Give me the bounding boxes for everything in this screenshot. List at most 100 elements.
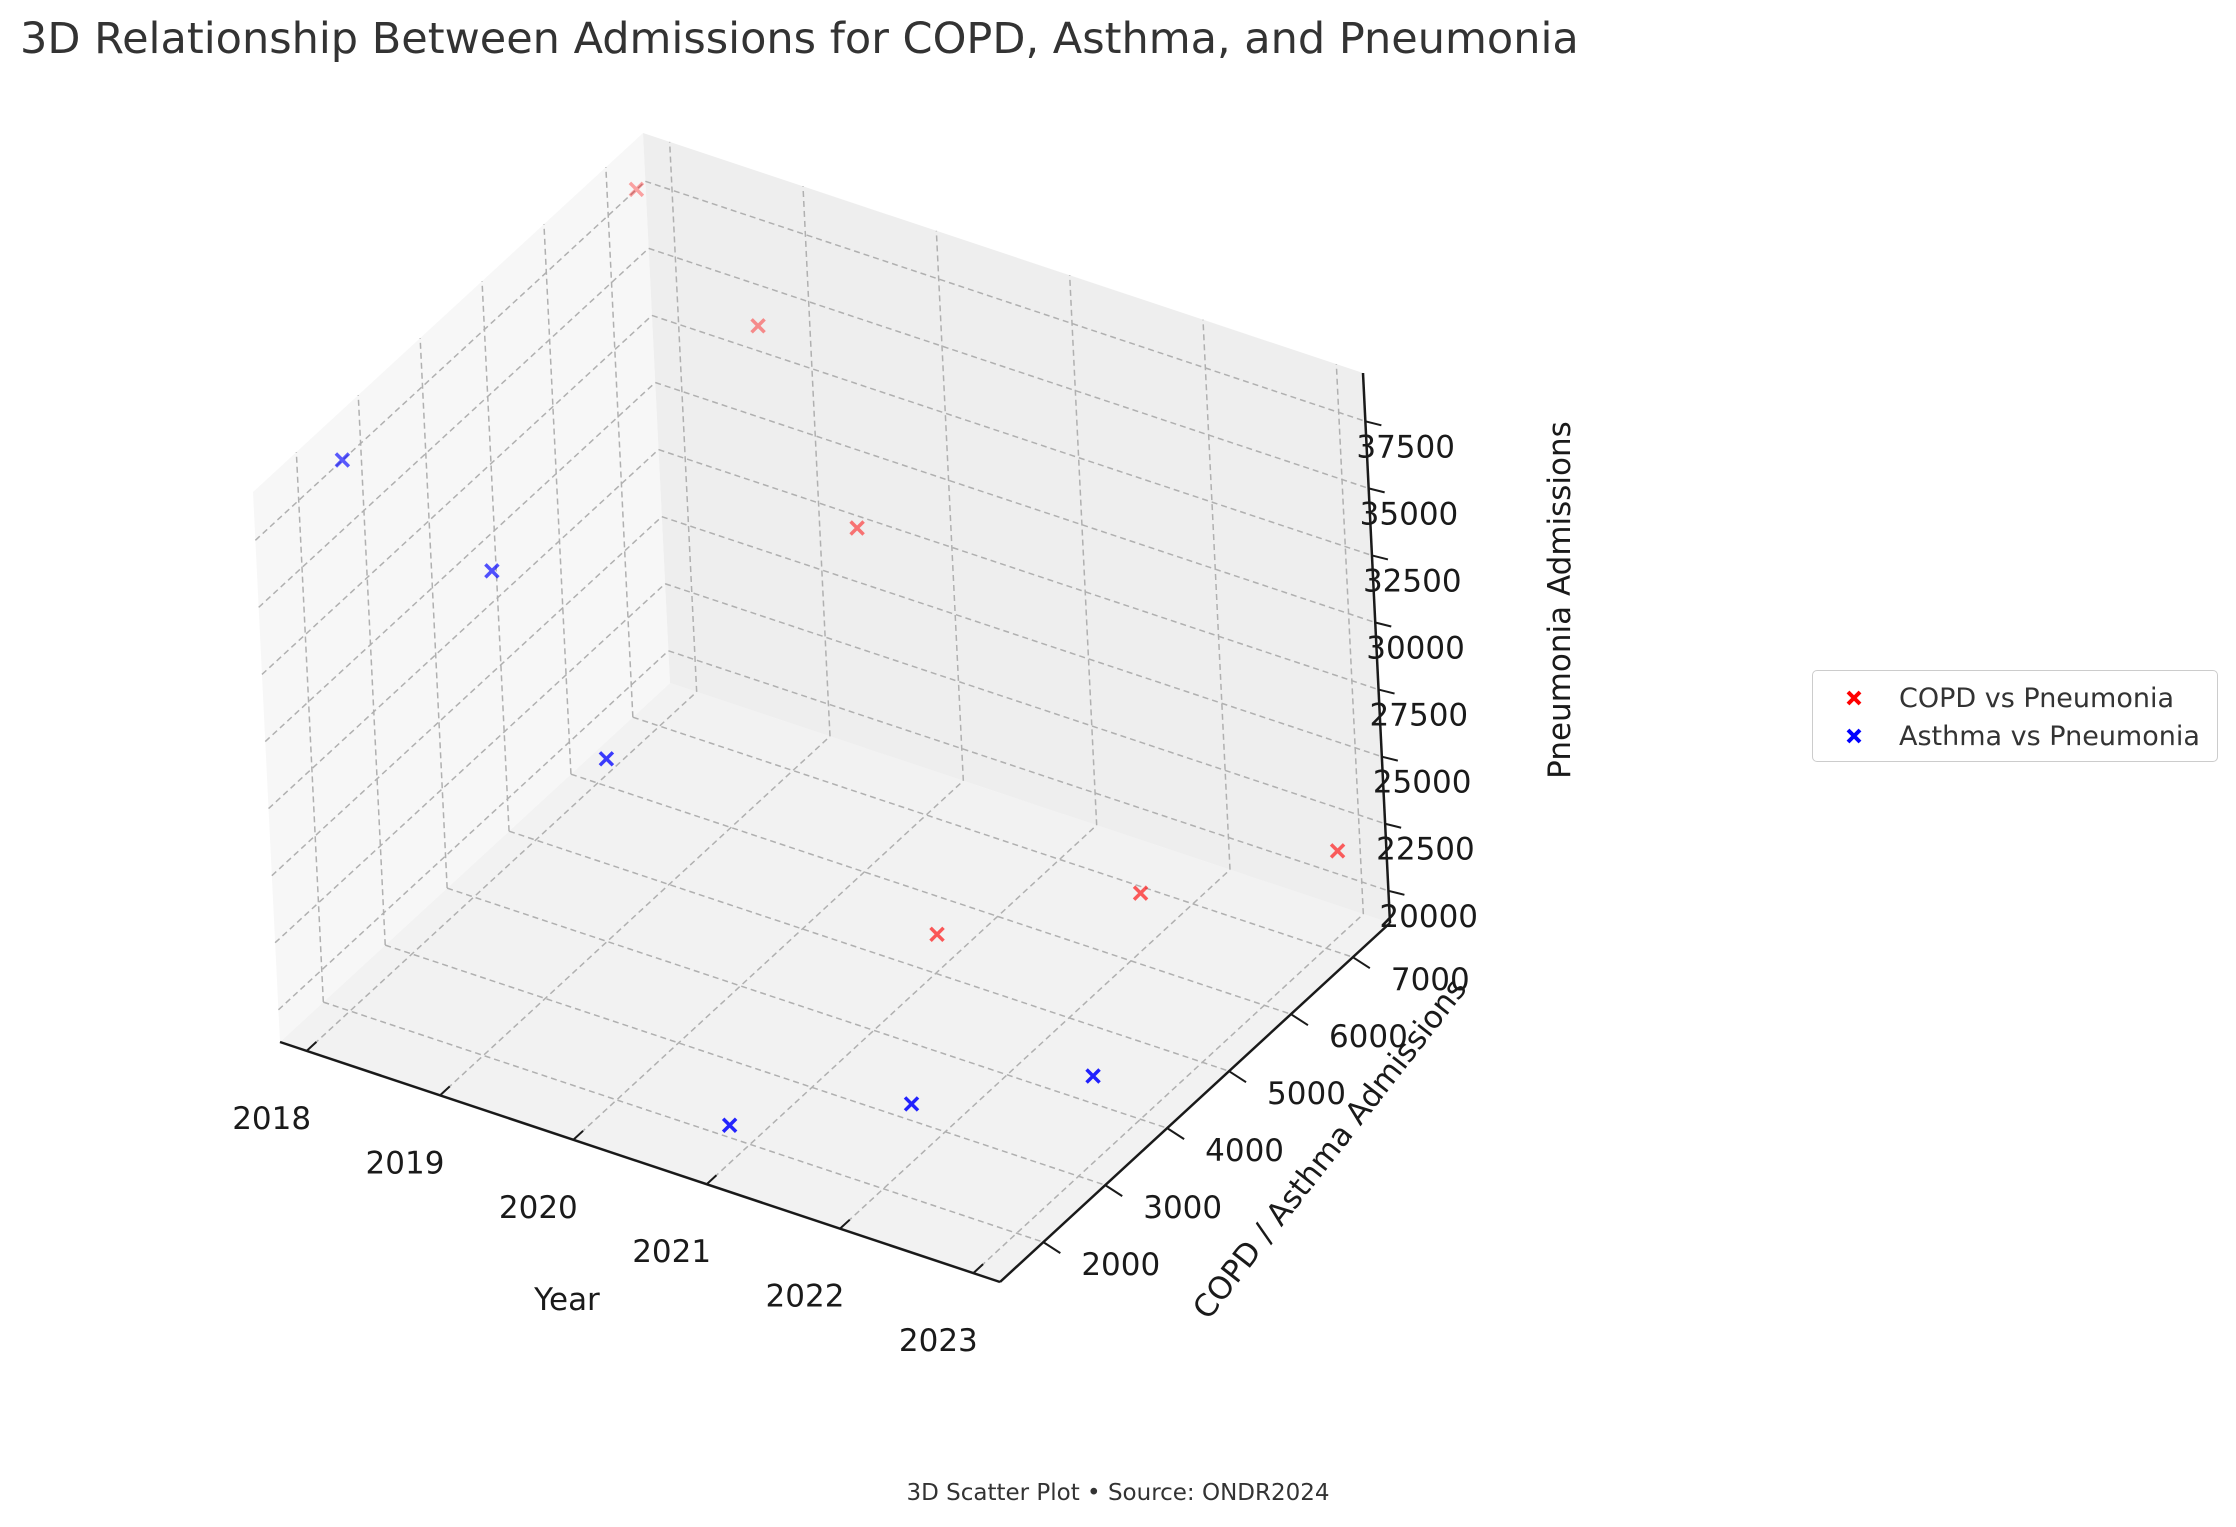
legend: COPD vs Pneumonia Asthma vs Pneumonia [1812,670,2218,762]
z-tick [1378,688,1395,695]
x-tick-label: 2023 [899,1323,978,1359]
x-marker-icon [1839,683,1869,713]
chart-title: 3D Relationship Between Admissions for C… [20,14,1579,64]
copd-point [750,318,766,334]
x-tick-label: 2019 [366,1145,445,1181]
x-marker-icon [1839,721,1869,751]
legend-label-asthma: Asthma vs Pneumonia [1899,720,2200,752]
asthma-point [598,751,615,767]
x-tick-label: 2018 [232,1101,311,1137]
y-tick-label: 7000 [1391,962,1470,998]
z-tick [1381,755,1399,762]
z-tick-label: 35000 [1360,496,1459,532]
grid-line-x-floor [306,691,698,1052]
z-tick-label: 22500 [1376,832,1475,868]
grid-line-y-floor [570,773,1292,1015]
grid-line-y-wall [543,224,572,775]
legend-label-copd: COPD vs Pneumonia [1899,682,2175,714]
x-tick-label: 2021 [632,1234,711,1270]
grid-line-z-wall [271,516,663,877]
grid-line-x-back [1068,275,1098,826]
axis-ticks: 2018 2019 2020 2021 2022 2023 2000 3000 4000 5000… [232,420,1478,1359]
asthma-point [903,1096,920,1112]
x-tick [972,1263,984,1274]
floor-pane [280,683,1390,1282]
x-tick-label: 2022 [766,1279,845,1315]
grid-line-z-wall [268,449,660,810]
grid-line-x-back [668,141,698,692]
y-tick [1352,956,1371,970]
grid-line-z-wall [277,650,669,1011]
left-wall-pane [253,133,670,1042]
grid-line-y-wall [357,395,386,946]
grid-line-y-floor [323,1001,1044,1243]
z-tick-label: 30000 [1366,631,1465,667]
legend-item-copd: COPD vs Pneumonia [1827,679,2203,717]
z-tick-label: 25000 [1373,765,1472,801]
y-tick [1042,1241,1061,1254]
chart-caption: 3D Scatter Plot • Source: ONDR2024 [906,1480,1330,1506]
y-tick [1290,1013,1309,1027]
z-tick [1384,822,1402,829]
grid-line-x-floor [972,913,1364,1274]
grid-line-x-floor [706,824,1098,1185]
grid-line-z-wall [274,583,666,944]
y-tick-label: 2000 [1081,1247,1160,1283]
z-tick-label: 20000 [1379,899,1478,935]
z-tick-label: 27500 [1370,698,1469,734]
grid-line-x-back [1202,319,1231,870]
grid-line-y-wall [481,281,510,832]
grid-line-x-floor [572,780,964,1141]
grid-line-z-back [651,314,1373,557]
z-tick-label: 37500 [1356,429,1455,465]
y-tick-label: 4000 [1205,1133,1284,1169]
grid-line-z-back [645,180,1366,423]
axis-lines [279,372,1392,1284]
asthma-point [721,1117,738,1133]
x-tick [839,1218,851,1230]
grid-line-y-wall [605,167,634,718]
data-points [334,181,1346,1133]
z-tick [1365,420,1382,427]
y-tick [1228,1070,1247,1083]
grid-line-y-wall [419,338,448,889]
grid-line-z-back [664,583,1386,825]
y-tick [1104,1184,1123,1197]
asthma-point [1085,1068,1101,1084]
x-tick-label: 2020 [499,1190,578,1226]
grid-line-z-back [648,247,1369,490]
z-axis-line [1361,372,1392,924]
grid-line-x-floor [839,869,1231,1230]
grid-line-z-wall [254,180,646,541]
grid-line-x-back [802,186,831,737]
grid-lines [254,141,1389,1274]
z-tick [1375,621,1392,628]
x-axis-line [279,1040,1001,1284]
y-tick-label: 5000 [1267,1076,1346,1112]
grid-line-x-floor [439,735,831,1096]
grid-line-z-wall [264,381,656,743]
z-tick-label: 32500 [1363,563,1462,599]
copd-point [849,520,865,536]
grid-line-y-floor [632,716,1354,958]
asthma-point [484,563,500,579]
y-tick-label: 3000 [1143,1190,1222,1226]
grid-line-z-back [658,448,1379,691]
z-axis-label: Pneumonia Admissions [1542,421,1578,779]
y-axis-line [999,922,1391,1283]
copd-point [929,926,945,943]
x-axis-label: Year [533,1282,600,1318]
y-tick [1166,1127,1185,1140]
z-tick [1388,889,1405,896]
copd-point [628,181,645,198]
grid-line-y-floor [508,830,1230,1072]
grid-line-z-back [661,515,1383,758]
grid-line-z-back [668,650,1389,892]
x-tick [705,1174,718,1185]
grid-line-x-back [1335,364,1365,915]
y-tick-label: 6000 [1329,1019,1408,1055]
copd-point [1329,843,1346,859]
copd-point [1132,885,1149,901]
grid-line-y-floor [446,887,1168,1129]
